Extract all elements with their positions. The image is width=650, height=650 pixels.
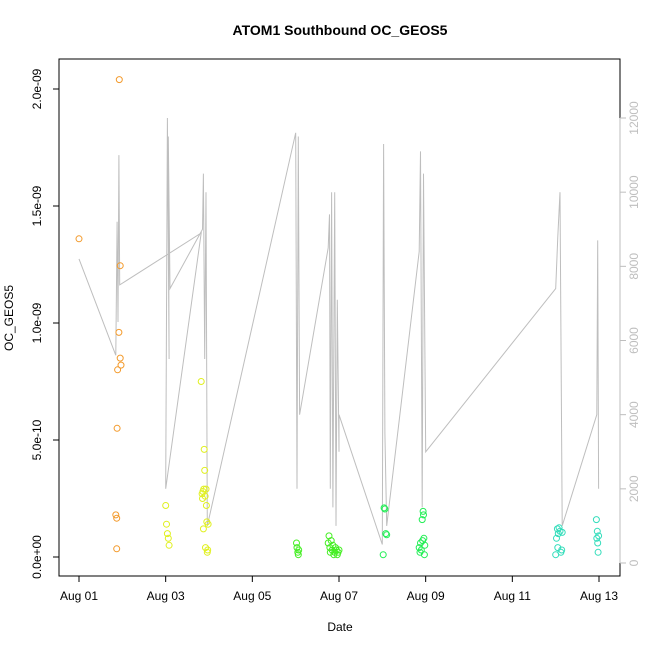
data-point xyxy=(335,546,343,554)
data-point xyxy=(116,262,124,270)
y-axis-left: 0.0e+00 5.0e-10 1.0e-09 1.5e-09 2.0e-09 xyxy=(30,68,60,579)
data-point xyxy=(418,516,426,524)
y-left-tick-label: 1.5e-09 xyxy=(30,185,44,226)
data-point xyxy=(420,511,427,519)
data-point xyxy=(326,548,334,556)
x-tick-label: Aug 11 xyxy=(494,589,531,603)
data-point xyxy=(553,534,560,542)
data-point xyxy=(558,528,566,536)
y-axis-right: 0 2000 4000 6000 8000 10000 12000 xyxy=(619,101,641,566)
data-point xyxy=(163,530,171,538)
data-point xyxy=(200,445,208,453)
data-point xyxy=(420,551,428,559)
x-tick-label: Aug 05 xyxy=(233,589,271,603)
data-point xyxy=(117,361,125,369)
data-point xyxy=(379,551,387,559)
data-point xyxy=(592,516,600,524)
y-left-tick-label: 1.0e-09 xyxy=(30,302,44,343)
x-tick-label: Aug 07 xyxy=(320,589,358,603)
data-point xyxy=(294,551,302,559)
y-right-tick-label: 8000 xyxy=(627,253,641,280)
data-point xyxy=(383,531,391,539)
altitude-line xyxy=(78,117,600,545)
data-point xyxy=(115,328,123,336)
y-right-tick-label: 4000 xyxy=(627,401,641,428)
data-point xyxy=(113,514,121,522)
x-tick-label: Aug 09 xyxy=(407,589,445,603)
data-point xyxy=(163,520,170,528)
data-point xyxy=(594,539,602,547)
points-layer xyxy=(75,76,603,559)
data-point xyxy=(75,235,83,243)
data-point xyxy=(115,76,123,84)
y-right-tick-label: 2000 xyxy=(627,475,641,502)
data-point xyxy=(201,492,209,500)
y-right-tick-label: 12000 xyxy=(627,101,641,135)
data-point xyxy=(293,539,300,547)
y-axis-title: OC_GEOS5 xyxy=(2,285,16,351)
x-tick-label: Aug 13 xyxy=(580,589,618,603)
x-axis: Aug 01 Aug 03 Aug 05 Aug 07 Aug 09 Aug 11 Aug … xyxy=(60,575,618,603)
data-point xyxy=(204,546,212,554)
data-point xyxy=(199,525,207,533)
data-point xyxy=(202,544,209,552)
data-point xyxy=(380,504,388,512)
y-right-tick-label: 0 xyxy=(627,559,641,566)
data-point xyxy=(382,530,390,538)
data-point xyxy=(162,502,170,509)
data-point xyxy=(165,541,173,549)
y-left-tick-label: 5.0e-10 xyxy=(30,419,44,460)
data-point xyxy=(202,485,210,493)
altitude-layer xyxy=(78,117,600,545)
y-right-tick-label: 6000 xyxy=(627,327,641,354)
data-point xyxy=(202,502,210,509)
chart-title: ATOM1 Southbound OC_GEOS5 xyxy=(233,22,448,38)
x-axis-title: Date xyxy=(327,620,353,634)
y-right-tick-label: 10000 xyxy=(627,175,641,209)
data-point xyxy=(204,520,212,528)
data-point xyxy=(201,466,209,474)
data-point xyxy=(420,534,428,542)
data-point xyxy=(595,532,603,540)
data-point xyxy=(327,537,335,545)
y-left-tick-label: 0.0e+00 xyxy=(30,535,44,579)
x-tick-label: Aug 03 xyxy=(147,589,185,603)
data-point xyxy=(200,485,208,493)
data-point xyxy=(164,534,172,542)
y-left-tick-label: 2.0e-09 xyxy=(30,68,44,109)
data-point xyxy=(112,511,120,519)
data-point xyxy=(417,546,425,554)
data-point xyxy=(594,548,602,556)
data-point xyxy=(421,541,429,549)
data-point xyxy=(113,545,121,553)
data-point xyxy=(295,546,303,554)
data-point xyxy=(419,507,427,515)
x-tick-label: Aug 01 xyxy=(60,589,98,603)
data-point xyxy=(197,378,205,385)
data-point xyxy=(558,546,566,554)
data-point xyxy=(116,354,124,362)
data-point xyxy=(113,424,121,432)
data-point xyxy=(593,527,601,535)
data-point xyxy=(114,366,122,374)
data-point xyxy=(381,505,389,513)
